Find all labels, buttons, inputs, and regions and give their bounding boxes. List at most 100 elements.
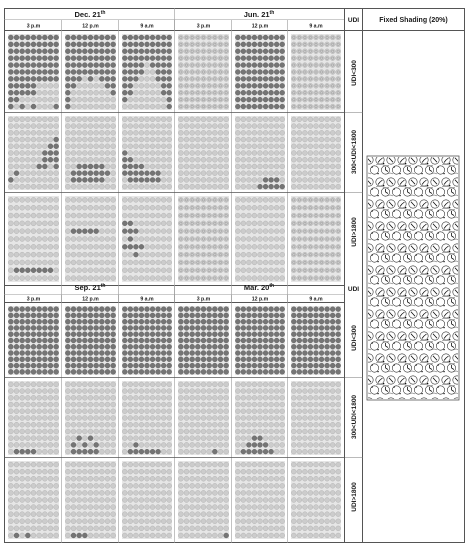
sensor-dot-light [212, 236, 218, 242]
sensor-dot-light [200, 525, 207, 532]
sensor-dot-light [8, 123, 14, 129]
sensor-dot-dark [161, 356, 167, 362]
sensor-dot-dark [149, 48, 156, 54]
sensor-dot-light [93, 415, 99, 421]
sensor-dot-dark [76, 448, 82, 455]
sensor-dot-light [93, 157, 99, 163]
sensor-dot-dark [240, 331, 246, 337]
sensor-dot-light [330, 259, 336, 266]
sensor-dot-light [246, 150, 252, 156]
sensor-dot-light [53, 205, 59, 211]
sensor-dot-light [138, 136, 145, 143]
sensor-dot-light [138, 150, 145, 156]
sensor-dot-light [99, 143, 105, 149]
sensor-dot-ring [219, 261, 222, 264]
sensor-dot-light [183, 483, 190, 489]
sensor-dot-light [161, 442, 167, 448]
sensor-dot-light [161, 461, 167, 468]
udi-panel [65, 381, 116, 455]
sensor-dot-light [189, 96, 195, 103]
sensor-dot-light [122, 177, 128, 183]
sensor-dot-light [53, 476, 59, 482]
sensor-dot-light [212, 69, 218, 75]
sensor-dot-dark [268, 183, 274, 190]
sensor-dot-dark [240, 362, 246, 369]
sensor-dot-dark [99, 62, 105, 68]
sensor-dot-light [279, 532, 285, 539]
sensor-dot-dark [161, 41, 167, 48]
sensor-dot-light [122, 532, 128, 539]
sensor-dot-light [65, 504, 71, 510]
sensor-dot-light [127, 96, 133, 103]
sensor-dot-light [166, 532, 172, 539]
sensor-dot-light [324, 116, 330, 122]
sensor-dot-light [223, 236, 229, 242]
sensor-dot-dark [144, 344, 150, 350]
sensor-dot-dark [206, 312, 212, 319]
sensor-dot-light [93, 116, 99, 123]
sensor-dot-light [307, 428, 314, 435]
sensor-dot-dark [13, 448, 20, 455]
sensor-dot-light [257, 275, 263, 281]
sensor-dot-light [93, 476, 99, 482]
sensor-dot-light [13, 401, 20, 408]
sensor-dot-dark [13, 76, 20, 82]
sensor-dot-light [30, 150, 37, 156]
sensor-dot-dark [144, 350, 150, 356]
sensor-dot-light [200, 220, 207, 227]
sensor-dot-light [47, 490, 54, 496]
sensor-dot-light [65, 157, 71, 163]
sensor-dot-light [70, 183, 77, 190]
sensor-dot-dark [127, 163, 133, 170]
sensor-dot-light [313, 469, 319, 475]
sensor-dot-light [104, 525, 111, 532]
sensor-dot-light [127, 395, 133, 401]
sensor-dot-ring [297, 245, 301, 249]
sensor-dot-light [110, 415, 116, 421]
sensor-dot-dark [87, 344, 94, 350]
sensor-dot-ring [303, 268, 307, 272]
sensor-dot-light [13, 197, 20, 203]
sensor-dot-dark [257, 48, 263, 54]
sensor-dot-light [291, 76, 297, 82]
sensor-dot-dark [82, 532, 88, 539]
sensor-dot-ring [331, 214, 335, 217]
sensor-dot-light [302, 504, 308, 510]
sensor-dot-light [183, 205, 190, 211]
sensor-dot-light [93, 83, 99, 89]
sensor-dot-dark [47, 76, 54, 82]
sensor-dot-light [36, 90, 42, 96]
sensor-dot-light [53, 244, 59, 250]
sensor-dot-ring [190, 84, 194, 88]
sensor-dot-light [324, 388, 330, 394]
sensor-dot-light [155, 103, 161, 110]
sensor-dot-light [330, 62, 336, 68]
sensor-dot-light [279, 422, 285, 428]
sensor-dot-light [223, 267, 229, 273]
sensor-dot-ring [292, 91, 296, 95]
sensor-dot-dark [104, 325, 111, 331]
sensor-dot-light [257, 177, 263, 183]
sensor-dot-light [268, 428, 274, 435]
sensor-dot-dark [99, 344, 105, 350]
sensor-dot-light [268, 251, 274, 258]
sensor-dot-light [87, 150, 94, 156]
sensor-dot-light [223, 34, 229, 41]
sensor-dot-light [122, 205, 128, 211]
sensor-dot-light [133, 525, 139, 531]
sensor-dot-light [47, 116, 54, 123]
sensor-dot-light [110, 212, 116, 219]
sensor-dot-light [65, 244, 71, 250]
sensor-dot-light [296, 197, 302, 203]
sensor-dot-dark [138, 170, 145, 176]
sensor-dot-dark [65, 55, 71, 61]
sensor-dot-light [195, 90, 201, 96]
sensor-dot-light [335, 395, 341, 401]
sensor-dot-light [217, 490, 224, 496]
sensor-dot-light [268, 483, 274, 489]
sensor-dot-dark [122, 55, 128, 61]
sensor-dot-light [257, 163, 263, 170]
sensor-dot-light [324, 422, 330, 428]
sensor-dot-dark [279, 41, 285, 48]
sensor-dot-ring [303, 261, 307, 264]
